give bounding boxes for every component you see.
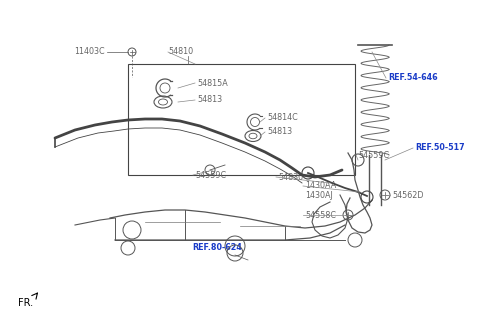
Text: 1430AJ: 1430AJ xyxy=(305,192,333,200)
Text: 1430AA: 1430AA xyxy=(305,181,336,191)
Text: REF.50-517: REF.50-517 xyxy=(415,144,465,153)
Text: 54810: 54810 xyxy=(168,48,193,56)
Text: 54559C: 54559C xyxy=(358,151,389,159)
Text: 54830: 54830 xyxy=(278,173,303,181)
Text: 54814C: 54814C xyxy=(267,113,298,122)
Text: REF.54-646: REF.54-646 xyxy=(388,73,438,83)
Text: 54815A: 54815A xyxy=(197,78,228,88)
Bar xyxy=(128,64,355,175)
Text: REF.80-624: REF.80-624 xyxy=(192,243,242,253)
Text: 54562D: 54562D xyxy=(392,191,423,199)
Text: 11403C: 11403C xyxy=(74,48,105,56)
Text: 54813: 54813 xyxy=(267,128,292,136)
Text: 54558C: 54558C xyxy=(305,211,336,219)
Text: 54559C: 54559C xyxy=(195,171,226,179)
Text: FR.: FR. xyxy=(18,298,33,308)
Text: 54813: 54813 xyxy=(197,95,222,105)
